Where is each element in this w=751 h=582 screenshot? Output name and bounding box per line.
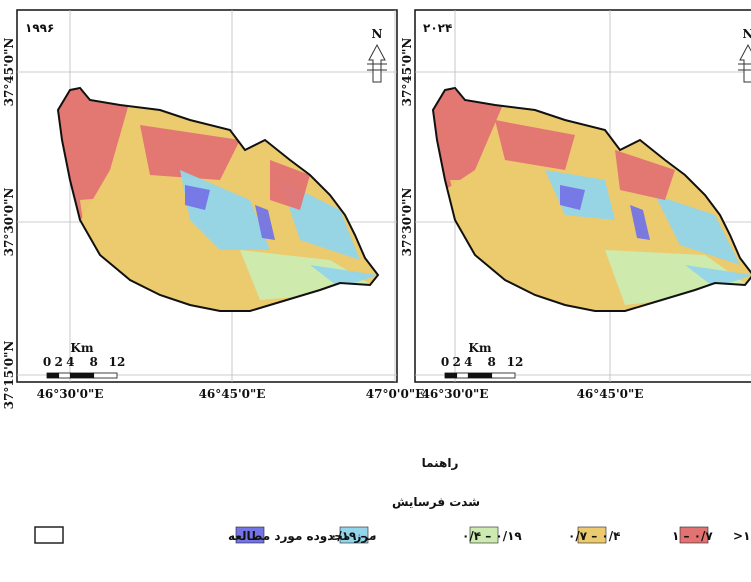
lat-label: 37°45'0"N	[2, 38, 16, 107]
map-year: ۲۰۲۴	[423, 21, 452, 35]
scale-segment	[467, 372, 493, 379]
scale-label: 12	[507, 355, 524, 369]
scale-segment	[58, 372, 71, 379]
legend-swatch	[235, 526, 265, 544]
scale-segment	[444, 372, 458, 379]
erosion-area	[140, 240, 230, 300]
legend-swatch	[469, 526, 499, 544]
legend-title: راهنما	[422, 456, 459, 470]
scale-label: 0	[441, 355, 449, 369]
scale-label: 0	[43, 355, 51, 369]
erosion-area	[270, 160, 310, 210]
scale-unit: Km	[70, 341, 93, 355]
erosion-area	[685, 265, 751, 288]
north-label: N	[372, 27, 383, 41]
legend-swatch	[577, 526, 607, 544]
scale-label: 2	[54, 355, 62, 369]
scale-segment	[69, 372, 95, 379]
north-label: N	[743, 27, 751, 41]
north-arrow	[738, 43, 751, 83]
lat-label: 37°30'0"N	[2, 188, 16, 257]
legend-swatch	[339, 526, 369, 544]
lon-label: 46°45'0"E	[577, 387, 644, 401]
legend-label: ۰/۷ – ۱	[672, 529, 713, 543]
lon-label: 46°45'0"E	[199, 387, 266, 401]
legend-subtitle: شدت فرسایش	[392, 495, 480, 509]
map-year: ۱۹۹۶	[25, 21, 54, 35]
lat-label: 37°15'0"N	[2, 341, 16, 410]
scale-label: 4	[66, 355, 74, 369]
erosion-area	[140, 125, 240, 180]
scale-segment	[93, 372, 118, 379]
legend-label: ۰/۱۹ – ۰/۴	[462, 529, 522, 543]
erosion-area	[655, 195, 740, 265]
lon-label: 46°30'0"E	[422, 387, 489, 401]
legend-swatch	[34, 526, 64, 544]
erosion-area	[310, 265, 378, 288]
legend-label: ۱<	[733, 529, 750, 543]
legend-label: ۰ – ۰/۱۹	[330, 529, 378, 543]
scale-label: 2	[452, 355, 460, 369]
scale-segment	[46, 372, 60, 379]
scale-label: 8	[487, 355, 495, 369]
erosion-area	[615, 150, 675, 200]
legend-label: ۰/۴ – ۰/۷	[568, 529, 620, 543]
erosion-area	[255, 205, 275, 240]
erosion-area	[495, 120, 575, 170]
legend-label: مرز محدوده مورد مطالعه	[228, 529, 376, 544]
lat-label: 37°30'0"N	[400, 188, 414, 257]
map-panel: ۱۹۹۶ N 37°45'0"N 37°30'0"N 37°15'0"N 46°30'0"…	[2, 9, 424, 410]
scale-unit: Km	[468, 341, 491, 355]
scale-segment	[491, 372, 516, 379]
lon-label: 46°30'0"E	[37, 387, 104, 401]
erosion-area	[185, 185, 210, 210]
erosion-area	[630, 205, 650, 240]
map-panel: ۲۰۲۴ N 37°45'0"N 37°30'0"N 46°30'0"E 46°45'0"…	[400, 9, 751, 401]
scale-label: 4	[464, 355, 472, 369]
scale-label: 12	[109, 355, 126, 369]
legend-swatch	[679, 526, 709, 544]
north-arrow	[367, 43, 387, 83]
scale-label: 8	[89, 355, 97, 369]
scale-segment	[456, 372, 469, 379]
lon-label: 47°0'0"E	[366, 387, 424, 401]
erosion-area	[433, 88, 505, 190]
erosion-area	[560, 185, 585, 210]
lat-label: 37°45'0"N	[400, 38, 414, 107]
